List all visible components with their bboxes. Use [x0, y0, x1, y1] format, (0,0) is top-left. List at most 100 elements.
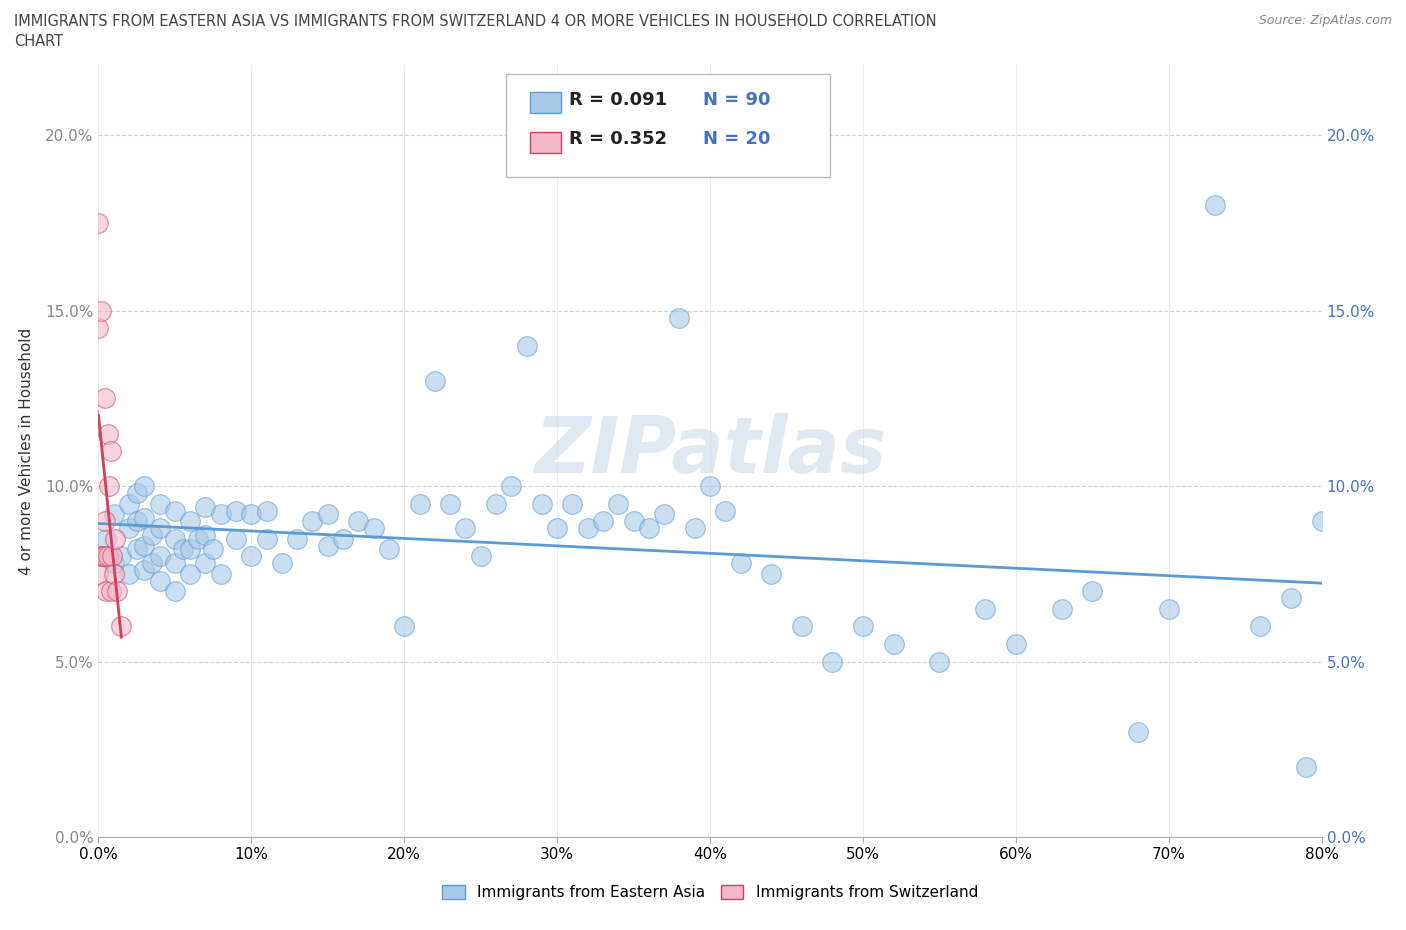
Point: [623, 513, 645, 528]
Point: [225, 503, 247, 518]
Point: [194, 556, 217, 571]
Point: [730, 556, 752, 571]
Point: [163, 531, 186, 546]
Point: [134, 511, 156, 525]
Point: [576, 521, 599, 536]
Point: [163, 556, 186, 571]
Text: R = 0.352: R = 0.352: [569, 130, 668, 149]
Point: [94, 531, 117, 546]
Text: R = 0.091: R = 0.091: [569, 90, 668, 109]
Point: [194, 499, 217, 514]
Point: [1081, 584, 1104, 599]
Text: ZIPatlas: ZIPatlas: [534, 413, 886, 489]
Point: [125, 485, 148, 500]
Point: [97, 426, 120, 441]
Point: [652, 507, 675, 522]
Point: [270, 556, 292, 571]
Point: [530, 497, 553, 512]
Point: [149, 574, 172, 589]
Point: [301, 513, 323, 528]
Point: [134, 479, 156, 494]
Point: [1249, 619, 1271, 634]
Point: [347, 513, 370, 528]
Point: [470, 549, 492, 564]
Point: [97, 549, 120, 564]
Point: [485, 497, 508, 512]
Point: [100, 444, 122, 458]
Point: [90, 303, 112, 318]
Point: [790, 619, 813, 634]
Point: [256, 503, 278, 518]
Point: [1310, 513, 1333, 528]
Point: [194, 528, 217, 543]
Point: [592, 513, 614, 528]
Point: [209, 507, 232, 522]
Point: [202, 542, 225, 557]
Point: [105, 584, 128, 599]
Point: [637, 521, 661, 536]
Point: [93, 549, 115, 564]
Point: [285, 531, 308, 546]
Point: [439, 497, 461, 512]
Point: [316, 507, 339, 522]
Point: [256, 531, 278, 546]
Point: [93, 513, 115, 528]
Point: [759, 566, 782, 581]
Point: [1279, 591, 1302, 605]
Point: [316, 538, 339, 553]
Point: [110, 549, 132, 564]
Point: [883, 636, 905, 651]
Point: [1004, 636, 1026, 651]
Point: [821, 654, 844, 669]
Point: [454, 521, 477, 536]
Point: [423, 374, 446, 389]
Point: [172, 542, 194, 557]
Point: [163, 503, 186, 518]
Point: [683, 521, 706, 536]
Point: [101, 549, 124, 564]
Point: [714, 503, 737, 518]
Point: [209, 566, 232, 581]
Point: [87, 566, 110, 581]
Point: [225, 531, 247, 546]
Point: [179, 542, 201, 557]
Point: [149, 497, 172, 512]
Point: [928, 654, 950, 669]
Point: [134, 538, 156, 553]
Point: [240, 507, 263, 522]
Point: [546, 521, 568, 536]
Point: [104, 531, 127, 546]
Point: [974, 602, 997, 617]
Point: [149, 521, 172, 536]
Point: [501, 479, 523, 494]
Point: [91, 549, 114, 564]
Point: [240, 549, 263, 564]
Point: [561, 497, 583, 512]
Point: [100, 584, 122, 599]
Point: [852, 619, 875, 634]
Point: [93, 391, 115, 405]
Y-axis label: 4 or more Vehicles in Household: 4 or more Vehicles in Household: [20, 327, 34, 575]
Text: IMMIGRANTS FROM EASTERN ASIA VS IMMIGRANTS FROM SWITZERLAND 4 OR MORE VEHICLES I: IMMIGRANTS FROM EASTERN ASIA VS IMMIGRAN…: [14, 14, 936, 29]
Point: [103, 556, 125, 571]
Point: [94, 584, 117, 599]
Point: [699, 479, 721, 494]
Point: [87, 216, 110, 231]
Point: [90, 549, 112, 564]
Text: Source: ZipAtlas.com: Source: ZipAtlas.com: [1258, 14, 1392, 27]
Point: [1050, 602, 1073, 617]
Point: [179, 513, 201, 528]
Point: [1157, 602, 1180, 617]
Point: [668, 311, 690, 325]
Legend: Immigrants from Eastern Asia, Immigrants from Switzerland: Immigrants from Eastern Asia, Immigrants…: [436, 879, 984, 907]
Point: [103, 507, 125, 522]
Point: [392, 619, 416, 634]
Point: [141, 528, 163, 543]
Point: [187, 531, 209, 546]
Point: [118, 521, 141, 536]
Point: [98, 479, 121, 494]
Point: [110, 619, 132, 634]
Point: [516, 339, 538, 353]
Point: [125, 513, 148, 528]
Point: [87, 321, 110, 336]
